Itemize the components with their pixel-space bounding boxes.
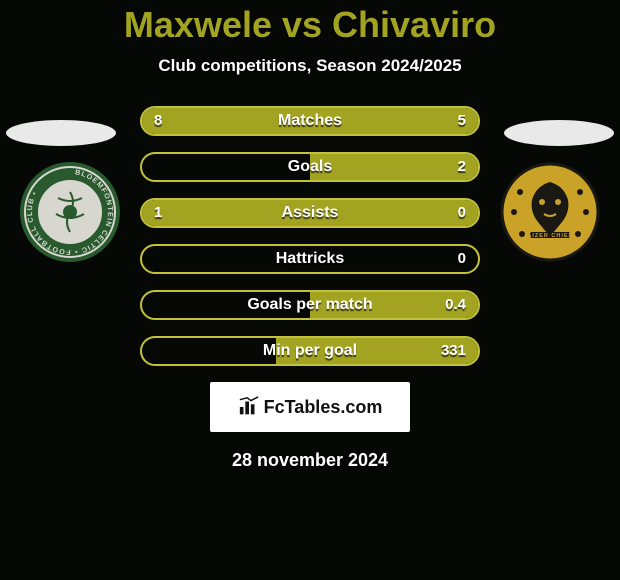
- bar-value-right: 0: [458, 246, 466, 272]
- svg-text:KAIZER CHIEFS: KAIZER CHIEFS: [522, 233, 577, 239]
- title-left: Maxwele: [124, 4, 272, 45]
- stat-bar: Min per goal331: [140, 336, 480, 366]
- title: Maxwele vs Chivaviro: [0, 0, 620, 46]
- pedestal-left: [6, 120, 116, 146]
- bar-value-right: 331: [441, 338, 466, 364]
- bar-value-right: 5: [458, 108, 466, 134]
- stat-bar: Goals2: [140, 152, 480, 182]
- bar-value-left: 8: [154, 108, 162, 134]
- brand-box: FcTables.com: [210, 382, 410, 432]
- date: 28 november 2024: [0, 450, 620, 471]
- club-crest-left-icon: BLOEMFONTEIN CELTIC • FOOTBALL CLUB •: [20, 162, 120, 262]
- bar-label: Matches: [142, 108, 478, 134]
- comparison-area: BLOEMFONTEIN CELTIC • FOOTBALL CLUB • KA…: [0, 106, 620, 366]
- stat-bar: Hattricks0: [140, 244, 480, 274]
- bar-value-left: 1: [154, 200, 162, 226]
- club-crest-right-icon: KAIZER CHIEFS: [500, 162, 600, 262]
- stat-bar: Assists1 0: [140, 198, 480, 228]
- bar-label: Goals per match: [142, 292, 478, 318]
- bar-value-right: 2: [458, 154, 466, 180]
- title-vs: vs: [272, 4, 332, 45]
- stat-bar: Goals per match0.4: [140, 290, 480, 320]
- stat-bar: Matches8 5: [140, 106, 480, 136]
- bar-label: Hattricks: [142, 246, 478, 272]
- subtitle: Club competitions, Season 2024/2025: [0, 56, 620, 76]
- bar-label: Assists: [142, 200, 478, 226]
- bar-value-right: 0.4: [445, 292, 466, 318]
- title-right: Chivaviro: [332, 4, 496, 45]
- chart-bars-icon: [238, 396, 260, 418]
- bar-label: Min per goal: [142, 338, 478, 364]
- bar-label: Goals: [142, 154, 478, 180]
- brand-text: FcTables.com: [264, 397, 383, 418]
- stat-bars: Matches85Goals2Assists10Hattricks0Goals …: [140, 106, 480, 366]
- pedestal-right: [504, 120, 614, 146]
- bloemfontein-celtic-badge: BLOEMFONTEIN CELTIC • FOOTBALL CLUB •: [20, 162, 120, 262]
- kaizer-chiefs-badge: KAIZER CHIEFS: [500, 162, 600, 262]
- bar-value-right: 0: [458, 200, 466, 226]
- brand-label: FcTables.com: [238, 396, 383, 418]
